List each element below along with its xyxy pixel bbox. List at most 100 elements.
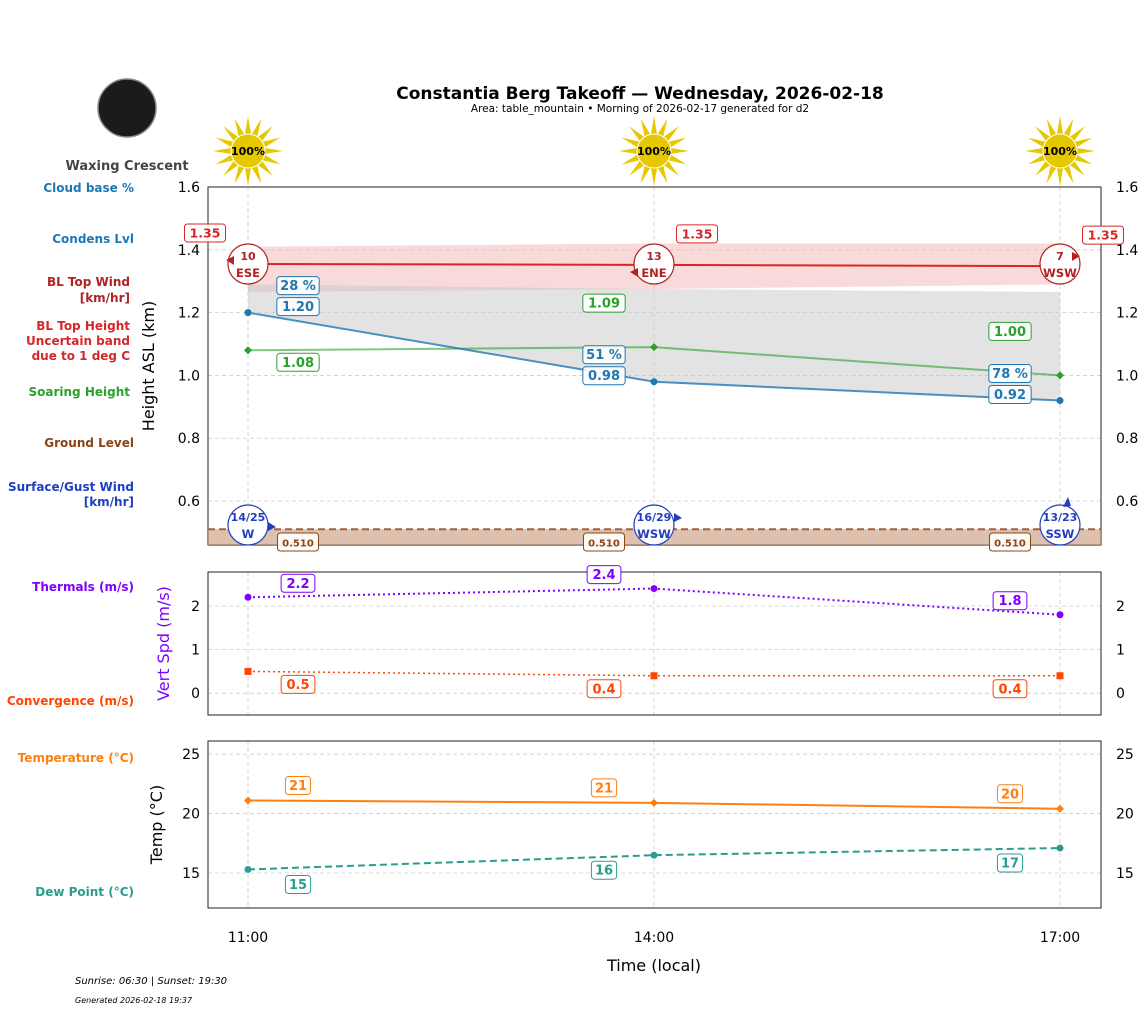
sun-ray <box>650 116 658 135</box>
label-ground: Ground Level <box>44 436 134 450</box>
label-bl-height-2: Uncertain band <box>26 334 130 348</box>
convergence-value-label: 0.5 <box>286 678 309 693</box>
surface-wind-direction: WSW <box>637 527 671 541</box>
y-tick-label-left: 1 <box>191 643 200 659</box>
condens-marker <box>650 378 658 386</box>
soaring-value-label: 1.08 <box>282 356 314 371</box>
sun-ray <box>215 137 234 148</box>
convergence-value-label-box <box>586 679 622 699</box>
bl-wind-arrow-icon <box>630 268 638 277</box>
sun-ray <box>234 118 245 137</box>
sun-ray <box>215 154 234 165</box>
label-soaring: Soaring Height <box>29 385 131 399</box>
condens-value-label-box <box>988 385 1032 405</box>
soaring-value-label: 1.00 <box>994 325 1026 340</box>
cloud-gap-fill <box>248 284 1060 401</box>
sun-ray <box>1035 126 1051 142</box>
dew_point-value-label-box <box>996 853 1024 873</box>
soaring-value-label-box <box>988 321 1032 341</box>
chart-subtitle: Area: table_mountain • Morning of 2026-0… <box>471 103 809 115</box>
dew_point-value-label: 17 <box>1001 857 1019 872</box>
dew_point-marker <box>1056 844 1064 852</box>
y-tick-label-right: 1.4 <box>1116 243 1138 259</box>
soaring-marker <box>650 343 658 352</box>
y-tick-label-left: 0.8 <box>178 431 200 447</box>
sun-ray <box>1035 160 1051 176</box>
dew_point-value-label: 15 <box>289 878 307 893</box>
sun-ray <box>1025 147 1044 155</box>
sun-ray <box>1056 167 1064 186</box>
sun-ray <box>1074 154 1093 165</box>
sun-percent: 100% <box>231 145 265 158</box>
label-condens: Condens Lvl <box>52 232 134 246</box>
sun-ray <box>1076 147 1095 155</box>
sun-ray <box>668 137 687 148</box>
dew_point-marker <box>244 865 252 873</box>
sun-ray <box>663 126 679 142</box>
temperature-marker <box>650 798 658 807</box>
x-tick-label: 14:00 <box>634 930 674 946</box>
label-surface-wind-1: Surface/Gust Wind <box>8 480 134 494</box>
soaring-marker <box>1056 371 1064 380</box>
label-dew-point: Dew Point (°C) <box>35 885 134 899</box>
y-tick-label-left: 0 <box>191 686 200 702</box>
soaring-marker <box>244 346 252 355</box>
dew_point-value-label: 16 <box>595 864 613 879</box>
y-tick-label-left: 20 <box>182 807 200 823</box>
sun-ray <box>629 126 645 142</box>
sun-ray <box>650 167 658 186</box>
dew_point-value-label-box <box>590 860 618 880</box>
bl-wind-arrow-icon <box>1072 252 1080 261</box>
label-surface-wind-2: [km/hr] <box>84 495 134 509</box>
generated-time: Generated 2026-02-18 19:37 <box>75 996 193 1005</box>
x-tick-label: 17:00 <box>1040 930 1080 946</box>
condens-value-label: 0.92 <box>994 388 1026 403</box>
thermals-marker <box>1056 611 1064 619</box>
sun-ray <box>670 147 689 155</box>
thermals-value-label: 2.2 <box>286 577 309 592</box>
cloud-base-pct-label: 28 % <box>280 279 316 294</box>
sun-ray <box>251 118 262 137</box>
y-tick-label-right: 2 <box>1116 599 1125 615</box>
y-tick-label-left: 1.0 <box>178 368 200 384</box>
y-tick-label-left: 15 <box>182 866 200 882</box>
y-tick-label-right: 1.0 <box>1116 368 1138 384</box>
sun-ray <box>619 147 638 155</box>
y-tick-label-left: 25 <box>182 747 200 763</box>
y-tick-label-right: 0.8 <box>1116 431 1138 447</box>
sun-ray <box>1046 118 1057 137</box>
bl-wind-arrow-icon <box>226 256 234 265</box>
sun-ray <box>1074 137 1093 148</box>
temperature-value-label-box <box>284 775 312 795</box>
ground-value-label-box <box>989 532 1031 552</box>
bl-top-value-label: 1.35 <box>190 225 221 240</box>
moon-icon <box>97 78 157 138</box>
convergence-value-label: 0.4 <box>998 682 1021 697</box>
ground-value-label-box <box>583 532 625 552</box>
condens-marker <box>1056 397 1064 405</box>
bl-wind-speed: 10 <box>240 250 256 263</box>
sun-icon <box>230 133 266 169</box>
x-tick-label: 11:00 <box>228 930 268 946</box>
temperature-value-label: 21 <box>289 779 307 794</box>
convergence-marker <box>244 667 252 675</box>
surface-wind-direction: W <box>242 527 255 541</box>
surface-wind-direction: SSW <box>1046 527 1075 541</box>
bl-wind-speed: 13 <box>646 250 661 263</box>
thermals-value-label: 1.8 <box>998 594 1021 609</box>
sun-ray <box>668 154 687 165</box>
temperature-marker <box>1056 804 1064 813</box>
cloud-base-pct-label: 51 % <box>586 348 622 363</box>
bl-wind-circle <box>227 243 269 285</box>
sun-ray <box>244 167 252 186</box>
ground-value-label: 0.510 <box>282 539 314 550</box>
sun-ray <box>1056 116 1064 135</box>
temperature-value-label-box <box>996 784 1024 804</box>
sun-ray <box>262 154 281 165</box>
plot-frame <box>207 571 1102 716</box>
temperature-value-label: 21 <box>595 781 613 796</box>
bl-wind-direction: WSW <box>1043 266 1077 280</box>
bl-wind-direction: ESE <box>236 266 260 280</box>
bl-top-value-label: 1.35 <box>682 226 713 241</box>
